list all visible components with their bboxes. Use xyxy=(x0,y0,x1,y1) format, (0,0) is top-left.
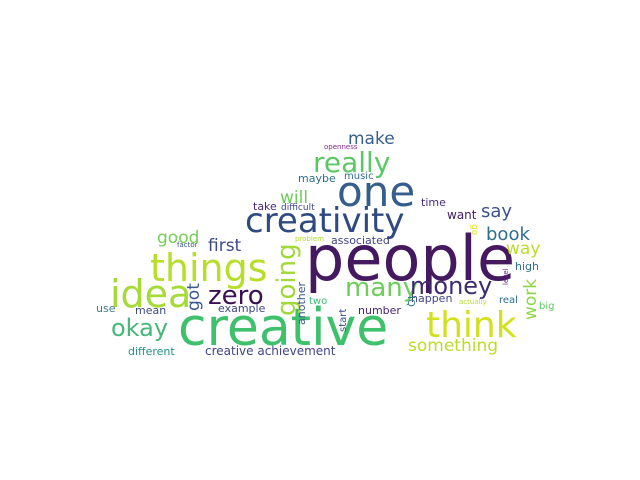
word-mean: mean xyxy=(135,304,166,317)
word-creative: creative xyxy=(178,298,388,358)
word-first: first xyxy=(208,236,242,256)
word-use: use xyxy=(96,302,116,315)
word-difficult: difficult xyxy=(281,203,315,213)
word-many: many xyxy=(345,273,418,303)
word-things: things xyxy=(150,246,268,290)
word-example: example xyxy=(218,302,266,315)
word-music: music xyxy=(344,171,374,182)
word-happen: happen xyxy=(411,292,452,305)
word-maybe: maybe xyxy=(298,172,336,185)
word-real: real xyxy=(499,295,518,306)
word-say: say xyxy=(481,201,512,222)
word-way: way xyxy=(506,239,540,259)
word-got: got xyxy=(184,283,204,311)
word-will: will xyxy=(280,188,308,208)
word-work: work xyxy=(521,279,541,320)
word-creative-achievement: creative achievement xyxy=(205,344,336,358)
word-two: two xyxy=(309,296,327,307)
word-actually: actually xyxy=(459,298,487,306)
word-want: want xyxy=(447,208,477,222)
word-go: go xyxy=(469,224,479,236)
word-good: good xyxy=(157,228,199,248)
word-make: make xyxy=(348,129,395,149)
word-money: money xyxy=(410,272,492,300)
word-going: going xyxy=(272,243,302,316)
word-idea: idea xyxy=(110,272,191,316)
word-number: number xyxy=(358,304,401,317)
word-different: different xyxy=(128,345,175,358)
word-zero: zero xyxy=(208,281,264,311)
word-factor: factor xyxy=(177,241,198,249)
word-big: big xyxy=(539,301,554,312)
word-people: people xyxy=(305,222,515,295)
word-think: think xyxy=(426,305,517,346)
word-high: high xyxy=(515,260,539,273)
word-okay: okay xyxy=(111,314,168,342)
word-IQ: IQ xyxy=(405,296,416,307)
word-something: something xyxy=(408,336,498,356)
word-another: another xyxy=(295,282,308,325)
word-one: one xyxy=(337,167,415,216)
word-creativity: creativity xyxy=(245,201,404,241)
word-book: book xyxy=(486,224,530,245)
word-time: time xyxy=(421,196,446,209)
word-problem: problem xyxy=(295,235,324,243)
word-associated: associated xyxy=(331,234,390,247)
word-take: take xyxy=(253,200,277,213)
word-really: really xyxy=(313,146,390,179)
word-level: level xyxy=(502,268,510,285)
word-openness: openness xyxy=(324,143,358,151)
word-start: start xyxy=(338,309,349,332)
